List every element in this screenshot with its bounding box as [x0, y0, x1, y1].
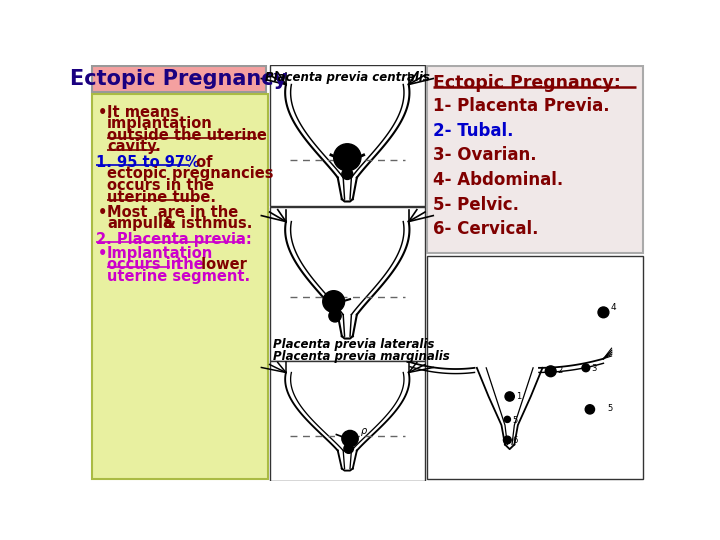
Circle shape — [329, 310, 341, 322]
Text: Ectopic Pregnancy:: Ectopic Pregnancy: — [433, 74, 621, 92]
Circle shape — [342, 430, 359, 447]
Text: •: • — [98, 246, 107, 261]
Text: 5: 5 — [512, 416, 517, 426]
Text: of: of — [191, 155, 212, 170]
Bar — [270, 65, 425, 206]
Text: the: the — [171, 257, 204, 272]
Text: 4- Abdominal.: 4- Abdominal. — [433, 171, 564, 189]
Text: outside the uterine: outside the uterine — [107, 128, 267, 143]
Circle shape — [582, 364, 590, 372]
Text: cavity.: cavity. — [107, 139, 161, 154]
Text: 2. Placenta previa:: 2. Placenta previa: — [96, 232, 252, 247]
Circle shape — [503, 436, 511, 444]
Circle shape — [545, 366, 556, 377]
Text: uterine tube.: uterine tube. — [107, 190, 216, 205]
Text: uterine segment.: uterine segment. — [107, 269, 250, 284]
Circle shape — [342, 168, 353, 179]
Text: 1. 95 to 97%: 1. 95 to 97% — [96, 155, 200, 170]
Text: 6: 6 — [513, 436, 518, 445]
Text: ρ: ρ — [361, 426, 367, 436]
Text: Ectopic Pregnancy: Ectopic Pregnancy — [70, 70, 287, 90]
Text: occurs in: occurs in — [107, 257, 181, 272]
Text: Most  are in the: Most are in the — [107, 205, 238, 220]
Circle shape — [598, 307, 609, 318]
FancyBboxPatch shape — [427, 66, 644, 253]
Text: ampulla: ampulla — [107, 217, 173, 232]
Bar — [427, 256, 644, 479]
Bar — [270, 207, 425, 361]
Text: 4: 4 — [611, 303, 616, 312]
Text: Placenta previa centralis: Placenta previa centralis — [265, 71, 430, 84]
FancyBboxPatch shape — [91, 94, 269, 479]
Text: 6- Cervical.: 6- Cervical. — [433, 220, 539, 238]
Text: It means: It means — [107, 105, 179, 120]
Text: 1- Placenta Previa.: 1- Placenta Previa. — [433, 97, 610, 115]
Circle shape — [585, 405, 595, 414]
Circle shape — [333, 144, 361, 171]
Text: Placenta previa marginalis: Placenta previa marginalis — [273, 350, 450, 363]
Text: occurs in the: occurs in the — [107, 178, 214, 193]
Text: •: • — [98, 205, 107, 220]
Text: lower: lower — [196, 257, 247, 272]
Circle shape — [323, 291, 345, 312]
Text: ectopic pregnancies: ectopic pregnancies — [107, 166, 274, 181]
Text: 3: 3 — [591, 364, 597, 373]
Text: 1: 1 — [516, 392, 521, 401]
Text: 5: 5 — [607, 404, 612, 413]
FancyBboxPatch shape — [91, 66, 266, 92]
Text: Placenta previa lateralis: Placenta previa lateralis — [273, 338, 434, 351]
Bar — [270, 361, 425, 481]
Text: 2: 2 — [558, 366, 563, 375]
Text: •: • — [98, 105, 107, 120]
Circle shape — [344, 444, 354, 453]
Text: 2- Tubal.: 2- Tubal. — [433, 122, 514, 140]
Text: 5- Pelvic.: 5- Pelvic. — [433, 195, 519, 214]
Text: implantation: implantation — [107, 117, 213, 131]
Text: Implantation: Implantation — [107, 246, 213, 261]
Text: 3- Ovarian.: 3- Ovarian. — [433, 146, 537, 164]
Text: & isthmus.: & isthmus. — [158, 217, 253, 232]
Circle shape — [504, 416, 510, 422]
Circle shape — [505, 392, 514, 401]
